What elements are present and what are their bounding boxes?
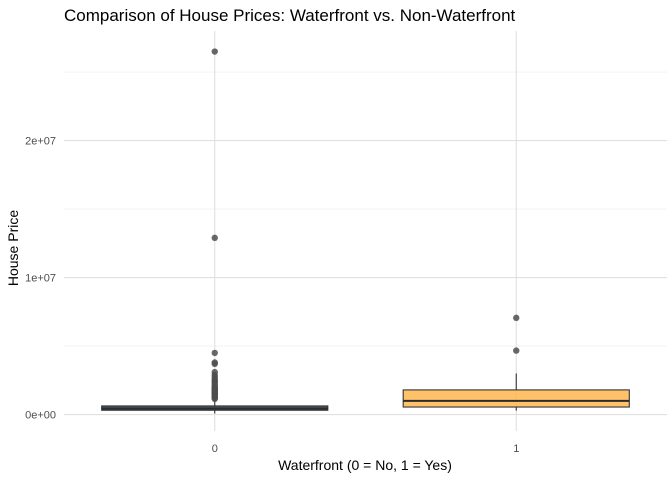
outlier-point (211, 48, 218, 55)
x-tick-label: 0 (212, 443, 218, 455)
box-category-1 (402, 314, 630, 411)
y-axis-title: House Price (5, 210, 21, 286)
outlier-point (513, 347, 520, 354)
x-tick-label: 1 (513, 443, 519, 455)
y-tick-label: 1e+07 (25, 273, 56, 285)
y-axis-ticks: 0e+00 1e+07 2e+07 (25, 136, 56, 422)
grid-lines (64, 31, 667, 431)
outlier-point (211, 360, 218, 368)
box-layer (101, 48, 630, 414)
outlier-point (211, 395, 218, 403)
box-iqr (402, 389, 630, 408)
outlier-point (513, 314, 520, 322)
x-axis-title: Waterfront (0 = No, 1 = Yes) (278, 457, 452, 473)
outlier-point (211, 234, 218, 242)
chart-title: Comparison of House Prices: Waterfront v… (64, 6, 516, 25)
y-tick-label: 0e+00 (25, 410, 56, 422)
outlier-point (211, 349, 218, 357)
box-category-0 (101, 48, 329, 414)
y-tick-label: 2e+07 (25, 136, 56, 148)
